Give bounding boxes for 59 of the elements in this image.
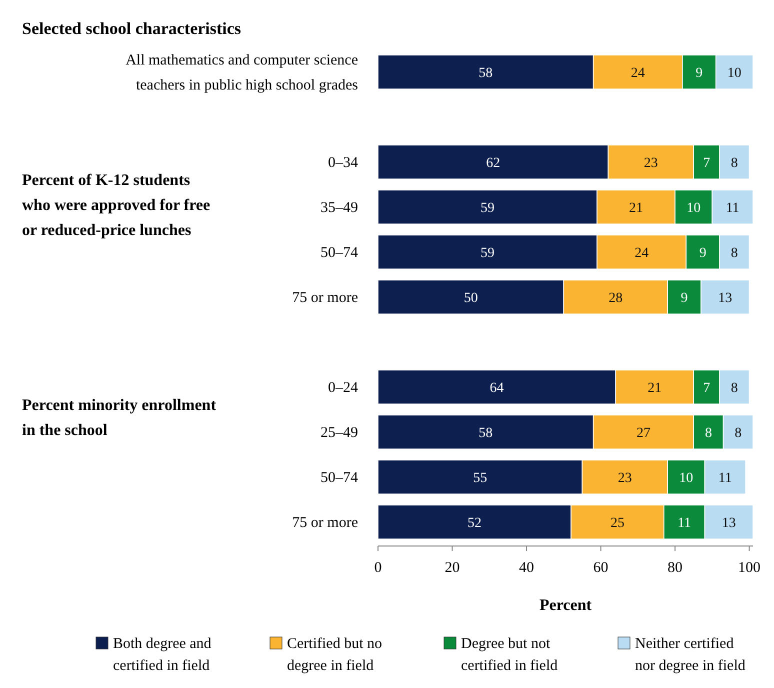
x-tick-label: 100 — [738, 560, 761, 576]
data-label: 23 — [644, 156, 658, 171]
y-tick-label: 50–74 — [320, 470, 358, 486]
data-label: 11 — [678, 516, 692, 531]
data-label: 8 — [734, 426, 742, 441]
y-tick-label: 25–49 — [320, 425, 358, 441]
data-label: 58 — [478, 66, 493, 81]
x-axis-title: Percent — [539, 597, 592, 614]
y-tick-label: All mathematics and computer science teachers in public high school grades — [126, 52, 358, 94]
data-label: 21 — [648, 381, 662, 396]
data-label: 23 — [618, 471, 632, 486]
data-label: 64 — [490, 381, 504, 396]
data-label: 25 — [610, 516, 624, 531]
x-tick-label: 80 — [668, 560, 683, 576]
data-label: 50 — [464, 291, 478, 306]
text: Percent minority enrollment in the school — [22, 397, 217, 439]
x-tick-label: 0 — [374, 560, 382, 576]
x-tick-label: 60 — [593, 560, 608, 576]
data-label: 58 — [478, 426, 493, 441]
data-label: 59 — [480, 201, 495, 216]
data-label: 24 — [634, 246, 649, 261]
legend-label: Both degree and certified in field — [113, 636, 212, 674]
data-label: 7 — [703, 156, 710, 171]
data-label: 13 — [718, 291, 732, 306]
data-label: 10 — [686, 201, 701, 216]
text: Percent of K-12 students who were approved for free or reduced-price lunches — [22, 172, 210, 239]
data-label: 62 — [486, 156, 500, 171]
data-label: 24 — [630, 66, 645, 81]
data-label: 9 — [699, 246, 706, 261]
y-tick-label: 75 or more — [292, 515, 358, 531]
legend-label: Certified but no degree in field — [287, 636, 382, 674]
data-label: 7 — [703, 381, 710, 396]
data-label: 28 — [608, 291, 623, 306]
y-tick-label: 0–24 — [328, 380, 358, 396]
data-label: 21 — [629, 201, 644, 216]
y-tick-label: 75 or more — [292, 290, 358, 306]
legend-label: Neither certified nor degree in field — [635, 636, 746, 674]
y-tick-label: 35–49 — [320, 200, 358, 216]
data-label: 9 — [696, 66, 703, 81]
legend-label: Degree but not certified in field — [461, 636, 558, 674]
x-tick-label: 40 — [519, 560, 534, 576]
data-label: 11 — [718, 471, 732, 486]
data-label: 8 — [730, 156, 738, 171]
data-label: 13 — [722, 516, 736, 531]
data-label: 8 — [730, 381, 738, 396]
y-tick-label: 0–34 — [328, 155, 358, 171]
text: Selected school characteristics — [22, 19, 242, 38]
data-label: 10 — [679, 471, 694, 486]
data-label: 11 — [726, 201, 740, 216]
data-label: 10 — [727, 66, 742, 81]
x-tick-label: 20 — [444, 560, 460, 576]
data-label: 52 — [468, 516, 482, 531]
data-label: 27 — [636, 426, 650, 441]
data-label: 8 — [730, 246, 738, 261]
data-label: 9 — [680, 291, 688, 306]
data-label: 55 — [473, 471, 488, 486]
data-label: 59 — [480, 246, 495, 261]
data-label: 8 — [704, 426, 712, 441]
y-tick-label: 50–74 — [320, 245, 358, 261]
